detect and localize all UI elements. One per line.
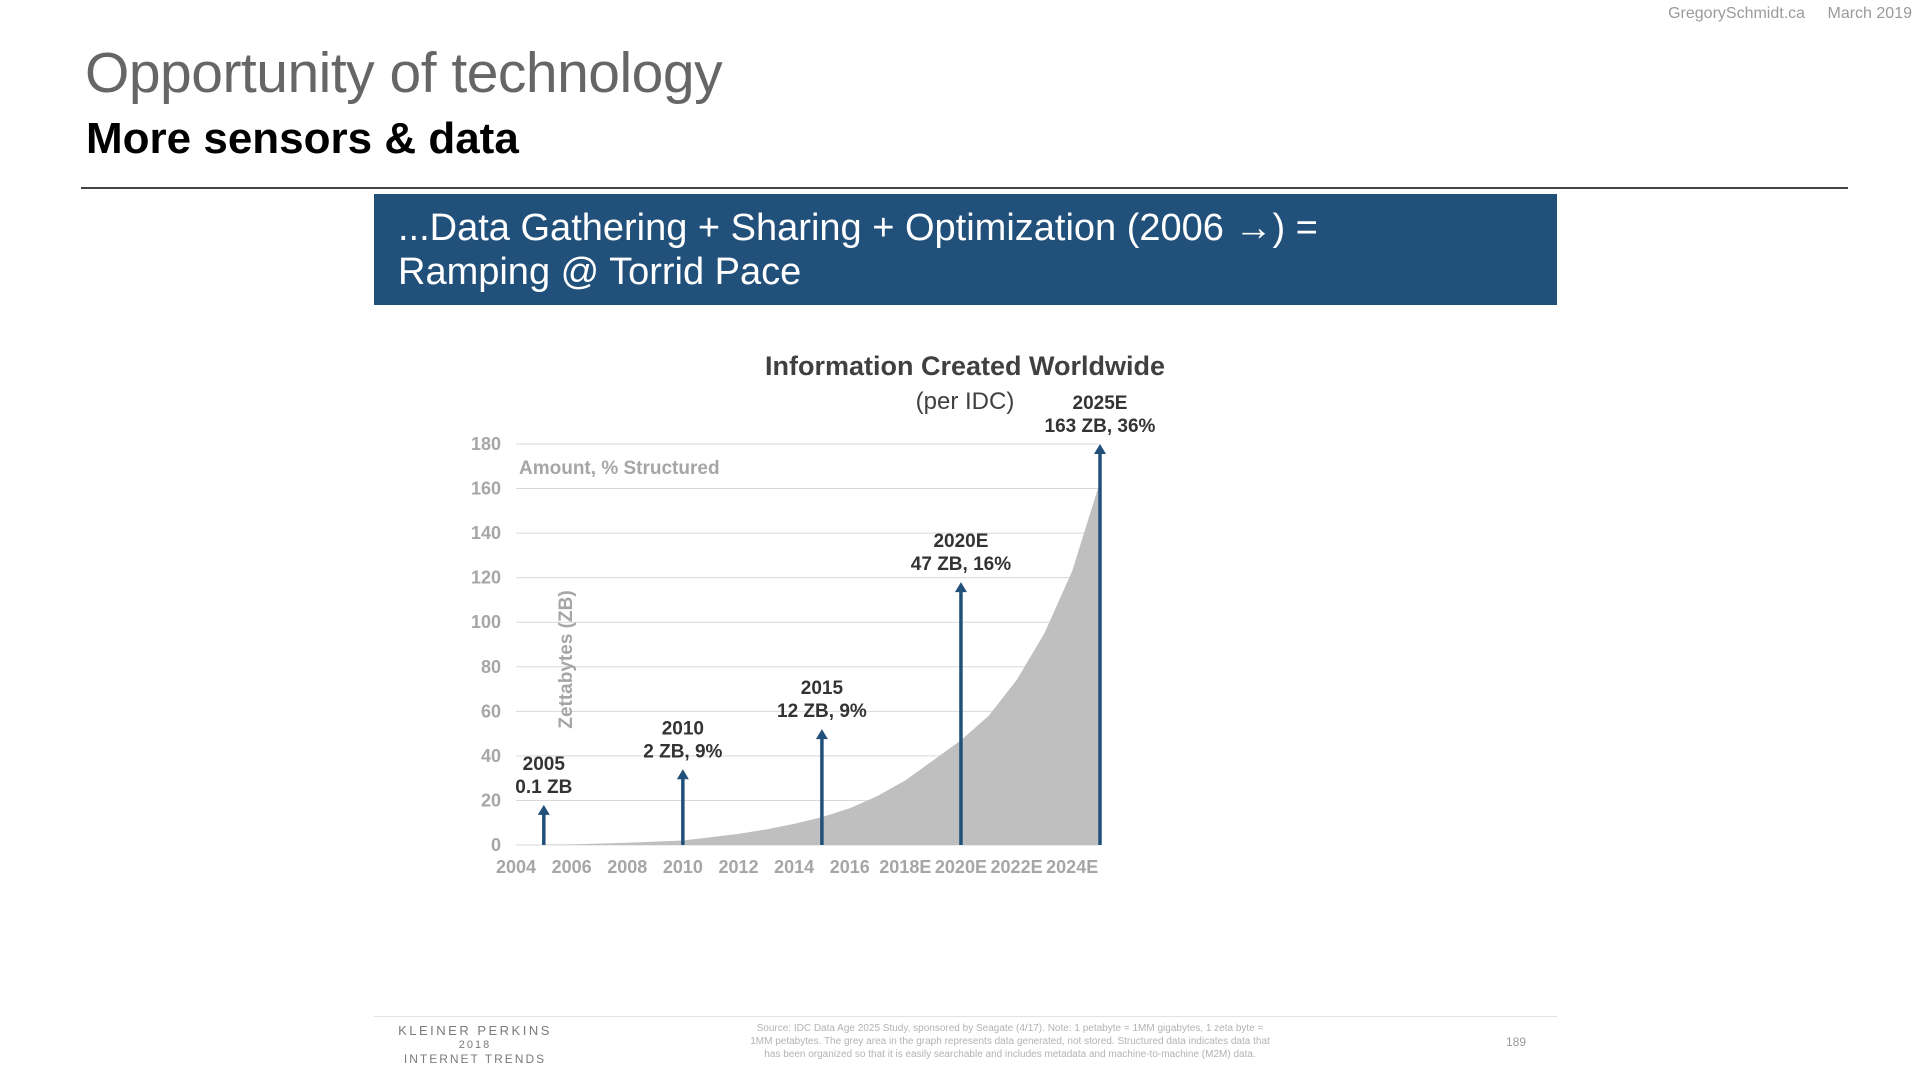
x-tick-label: 2004 [496, 857, 536, 877]
chart-subtitle: (per IDC) [916, 388, 1015, 415]
source-line-2: 1MM petabytes. The grey area in the grap… [750, 1036, 1270, 1047]
brand-line-1: KLEINER PERKINS [398, 1023, 552, 1038]
chart-labels: 0 20 40 60 80 100 120 140 160 180 2004 2006 2008 2010… [471, 351, 1165, 877]
annotation-value: 2 ZB, 9% [643, 741, 722, 762]
y-tick-label: 20 [481, 790, 501, 810]
arrow-head-2005 [537, 804, 550, 815]
annotation-year: 2015 [801, 678, 844, 699]
title-divider [81, 187, 1848, 189]
annotation-year: 2020E [933, 531, 988, 552]
y-tick-label: 0 [491, 835, 501, 855]
annotation-year: 2010 [662, 718, 704, 739]
x-tick-label: 2010 [663, 857, 703, 877]
banner-line-2: Ramping @ Torrid Pace [398, 251, 802, 293]
date-label: March 2019 [1827, 5, 1913, 22]
information-created-chart: 0 20 40 60 80 100 120 140 160 180 2004 2006 2008 2010… [471, 351, 1165, 877]
annotation-year: 2025E [1073, 393, 1128, 414]
y-tick-label: 180 [471, 434, 501, 454]
arrow-head-2025 [1094, 444, 1106, 454]
x-tick-label: 2018E [879, 857, 931, 877]
x-tick-label: 2016 [830, 857, 870, 877]
y-tick-label: 120 [471, 568, 501, 588]
x-tick-label: 2024E [1046, 857, 1098, 877]
y-tick-label: 160 [471, 479, 501, 499]
arrow-head-2020 [954, 582, 967, 593]
page-number: 189 [1506, 1035, 1527, 1049]
y-tick-label: 60 [481, 701, 501, 721]
y-axis-title: Zettabytes (ZB) [556, 590, 577, 728]
site-name: GregorySchmidt.ca [1668, 5, 1806, 22]
y-tick-label: 140 [471, 523, 501, 543]
x-tick-label: 2006 [552, 857, 592, 877]
brand-line-2: 2018 [458, 1039, 492, 1051]
annotation-arrows [537, 444, 1106, 845]
annotation-value: 163 ZB, 36% [1045, 416, 1156, 437]
source-line-3: has been organized so that it is easily … [764, 1049, 1256, 1060]
y-tick-label: 100 [471, 612, 501, 632]
arrow-head-2010 [676, 769, 689, 780]
x-tick-label: 2022E [991, 857, 1043, 877]
annotation-value: 47 ZB, 16% [911, 554, 1011, 575]
x-tick-label: 2020E [935, 857, 987, 877]
header-meta: GregorySchmidt.ca March 2019 [1650, 5, 1912, 23]
x-tick-label: 2008 [607, 857, 647, 877]
source-note: Source: IDC Data Age 2025 Study, sponsor… [705, 1022, 1315, 1061]
x-tick-label: 2012 [718, 857, 758, 877]
slide-title: Opportunity of technology [85, 41, 723, 105]
source-line-1: Source: IDC Data Age 2025 Study, sponsor… [756, 1023, 1264, 1034]
inner-axis-label: Amount, % Structured [519, 458, 720, 479]
arrow-head-2015 [815, 729, 828, 740]
brand-line-3: INTERNET TRENDS [403, 1052, 547, 1066]
x-tick-label: 2014 [774, 857, 814, 877]
y-tick-label: 40 [481, 746, 501, 766]
banner-line-1: ...Data Gathering + Sharing + Optimizati… [398, 207, 1318, 249]
slide-subtitle: More sensors & data [86, 114, 519, 163]
headline-banner: ...Data Gathering + Sharing + Optimizati… [374, 194, 1557, 305]
gridlines [516, 443, 1100, 846]
annotation-value: 0.1 ZB [515, 777, 572, 798]
kleiner-perkins-logo: KLEINER PERKINS 2018 INTERNET TRENDS [382, 1023, 568, 1067]
y-tick-label: 80 [481, 657, 501, 677]
footer-divider [374, 1016, 1557, 1017]
annotation-value: 12 ZB, 9% [777, 701, 867, 722]
annotation-year: 2005 [523, 754, 566, 775]
chart-title: Information Created Worldwide [765, 351, 1165, 381]
